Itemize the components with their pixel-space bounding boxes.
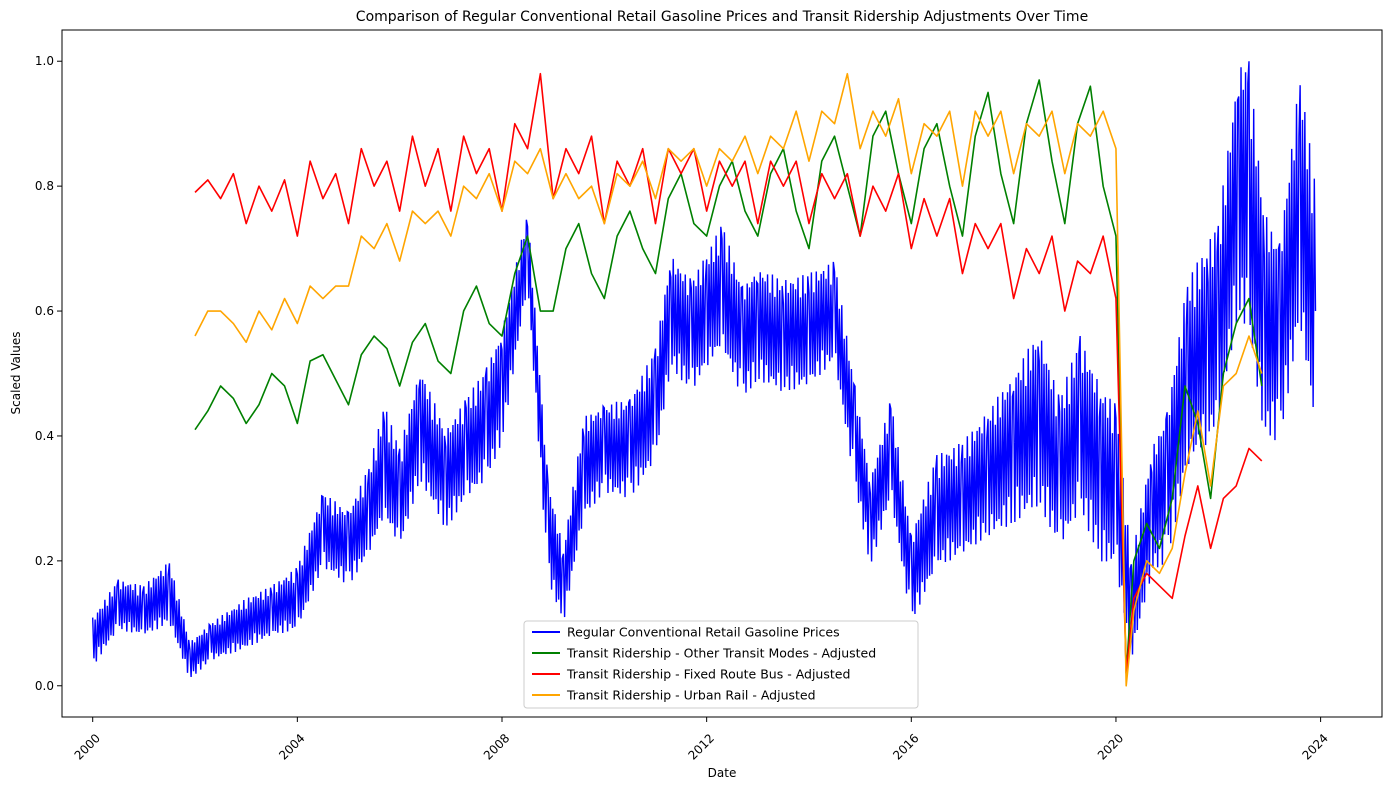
legend-box (523, 620, 919, 709)
legend-label-transit-ridership-fixed-route-bus-adjusted: Transit Ridership - Fixed Route Bus - Ad… (566, 667, 850, 682)
chart-title: Comparison of Regular Conventional Retai… (356, 9, 1088, 25)
y-tick-label: 0.2 (35, 554, 54, 568)
x-tick-label: 2016 (890, 731, 921, 762)
x-tick-label: 2020 (1095, 731, 1126, 762)
x-axis-label: Date (708, 766, 737, 780)
legend: Regular Conventional Retail Gasoline Pri… (523, 620, 919, 709)
series-line-regular-conventional-retail-gasoline-prices (92, 61, 1317, 677)
y-axis: 0.0 0.2 0.4 0.6 0.8 1.0 (35, 54, 62, 693)
legend-label-regular-conventional-retail-gasoline-prices: Regular Conventional Retail Gasoline Pri… (567, 625, 840, 640)
series-line-transit-ridership-fixed-route-bus-adjusted (194, 72, 1263, 675)
y-axis-label: Scaled Values (9, 332, 23, 415)
y-tick-label: 0.6 (35, 304, 54, 318)
x-tick-label: 2024 (1299, 731, 1330, 762)
y-tick-label: 0.0 (35, 679, 54, 693)
series-line-transit-ridership-other-transit-modes-adjusted (194, 79, 1263, 675)
legend-label-transit-ridership-urban-rail-adjusted: Transit Ridership - Urban Rail - Adjuste… (566, 688, 816, 703)
plot-area (92, 61, 1317, 687)
x-tick-label: 2000 (72, 731, 103, 762)
x-tick-label: 2008 (481, 731, 512, 762)
series-line-transit-ridership-urban-rail-adjusted (194, 72, 1263, 687)
plot-frame (61, 29, 1383, 718)
x-axis: 2000 2004 2008 2012 2016 2020 2024 (72, 717, 1331, 763)
y-tick-label: 1.0 (35, 54, 54, 68)
x-tick-label: 2012 (686, 731, 717, 762)
legend-label-transit-ridership-other-transit-modes-adjusted: Transit Ridership - Other Transit Modes … (566, 646, 876, 661)
y-tick-label: 0.4 (35, 429, 54, 443)
x-tick-label: 2004 (276, 731, 307, 762)
y-tick-label: 0.8 (35, 179, 54, 193)
